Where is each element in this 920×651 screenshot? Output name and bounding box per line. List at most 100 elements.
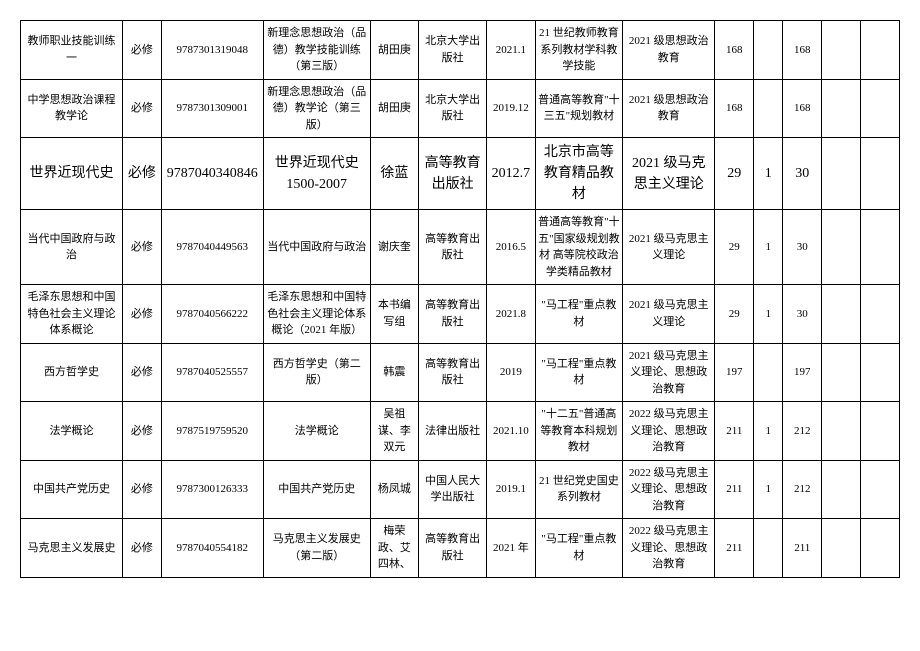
date-cell: 2021.10 bbox=[487, 402, 536, 461]
isbn-cell: 9787300126333 bbox=[161, 460, 263, 519]
num2-cell: 1 bbox=[754, 138, 783, 210]
course-cell: 西方哲学史 bbox=[21, 343, 123, 402]
table-row: 马克思主义发展史必修9787040554182马克思主义发展史（第二版）梅荣政、… bbox=[21, 519, 900, 578]
date-cell: 2019 bbox=[487, 343, 536, 402]
course-cell: 当代中国政府与政治 bbox=[21, 210, 123, 285]
class-cell: 2021 级思想政治教育 bbox=[623, 79, 715, 138]
note-cell: 北京市高等教育精品教材 bbox=[535, 138, 622, 210]
num2-cell bbox=[754, 79, 783, 138]
date-cell: 2021.1 bbox=[487, 21, 536, 80]
class-cell: 2022 级马克思主义理论、思想政治教育 bbox=[623, 519, 715, 578]
blank-cell bbox=[822, 79, 861, 138]
type-cell: 必修 bbox=[122, 460, 161, 519]
class-cell: 2021 级马克思主义理论 bbox=[623, 138, 715, 210]
book-cell: 当代中国政府与政治 bbox=[263, 210, 370, 285]
author-cell: 吴祖谋、李双元 bbox=[370, 402, 419, 461]
num3-cell: 168 bbox=[783, 79, 822, 138]
blank-cell bbox=[822, 285, 861, 344]
num1-cell: 211 bbox=[715, 402, 754, 461]
author-cell: 徐蓝 bbox=[370, 138, 419, 210]
blank-cell bbox=[861, 460, 900, 519]
note-cell: 21 世纪党史国史系列教材 bbox=[535, 460, 622, 519]
num1-cell: 211 bbox=[715, 519, 754, 578]
num1-cell: 168 bbox=[715, 21, 754, 80]
blank-cell bbox=[861, 285, 900, 344]
note-cell: "十二五"普通高等教育本科规划教材 bbox=[535, 402, 622, 461]
date-cell: 2019.12 bbox=[487, 79, 536, 138]
press-cell: 高等教育出版社 bbox=[419, 210, 487, 285]
blank-cell bbox=[822, 210, 861, 285]
isbn-cell: 9787040340846 bbox=[161, 138, 263, 210]
num1-cell: 168 bbox=[715, 79, 754, 138]
book-cell: 世界近现代史 1500-2007 bbox=[263, 138, 370, 210]
num3-cell: 197 bbox=[783, 343, 822, 402]
num3-cell: 30 bbox=[783, 138, 822, 210]
blank-cell bbox=[861, 79, 900, 138]
num3-cell: 212 bbox=[783, 402, 822, 461]
num2-cell: 1 bbox=[754, 460, 783, 519]
author-cell: 谢庆奎 bbox=[370, 210, 419, 285]
table-row: 教师职业技能训练一必修9787301319048新理念思想政治（品德）教学技能训… bbox=[21, 21, 900, 80]
table-row: 世界近现代史必修9787040340846世界近现代史 1500-2007徐蓝高… bbox=[21, 138, 900, 210]
type-cell: 必修 bbox=[122, 519, 161, 578]
press-cell: 高等教育出版社 bbox=[419, 285, 487, 344]
blank-cell bbox=[861, 138, 900, 210]
type-cell: 必修 bbox=[122, 343, 161, 402]
blank-cell bbox=[822, 402, 861, 461]
num2-cell: 1 bbox=[754, 285, 783, 344]
book-cell: 马克思主义发展史（第二版） bbox=[263, 519, 370, 578]
isbn-cell: 9787040525557 bbox=[161, 343, 263, 402]
table-row: 当代中国政府与政治必修9787040449563当代中国政府与政治谢庆奎高等教育… bbox=[21, 210, 900, 285]
blank-cell bbox=[822, 138, 861, 210]
author-cell: 胡田庚 bbox=[370, 79, 419, 138]
num1-cell: 197 bbox=[715, 343, 754, 402]
table-row: 中学思想政治课程教学论必修9787301309001新理念思想政治（品德）教学论… bbox=[21, 79, 900, 138]
type-cell: 必修 bbox=[122, 138, 161, 210]
num2-cell bbox=[754, 343, 783, 402]
press-cell: 高等教育出版社 bbox=[419, 343, 487, 402]
num1-cell: 211 bbox=[715, 460, 754, 519]
press-cell: 中国人民大学出版社 bbox=[419, 460, 487, 519]
isbn-cell: 9787519759520 bbox=[161, 402, 263, 461]
book-cell: 法学概论 bbox=[263, 402, 370, 461]
press-cell: 高等教育出版社 bbox=[419, 519, 487, 578]
class-cell: 2021 级马克思主义理论、思想政治教育 bbox=[623, 343, 715, 402]
isbn-cell: 9787301309001 bbox=[161, 79, 263, 138]
class-cell: 2021 级马克思主义理论 bbox=[623, 285, 715, 344]
type-cell: 必修 bbox=[122, 79, 161, 138]
note-cell: "马工程"重点教材 bbox=[535, 285, 622, 344]
isbn-cell: 9787040554182 bbox=[161, 519, 263, 578]
course-cell: 马克思主义发展史 bbox=[21, 519, 123, 578]
type-cell: 必修 bbox=[122, 402, 161, 461]
author-cell: 梅荣政、艾四林、 bbox=[370, 519, 419, 578]
note-cell: "马工程"重点教材 bbox=[535, 343, 622, 402]
table-row: 西方哲学史必修9787040525557西方哲学史（第二版）韩震高等教育出版社2… bbox=[21, 343, 900, 402]
isbn-cell: 9787040449563 bbox=[161, 210, 263, 285]
course-cell: 中学思想政治课程教学论 bbox=[21, 79, 123, 138]
course-cell: 中国共产党历史 bbox=[21, 460, 123, 519]
num1-cell: 29 bbox=[715, 210, 754, 285]
blank-cell bbox=[861, 21, 900, 80]
book-cell: 新理念思想政治（品德）教学技能训练（第三版） bbox=[263, 21, 370, 80]
course-cell: 世界近现代史 bbox=[21, 138, 123, 210]
date-cell: 2021.8 bbox=[487, 285, 536, 344]
num2-cell bbox=[754, 21, 783, 80]
note-cell: 21 世纪教师教育系列教材学科教学技能 bbox=[535, 21, 622, 80]
num1-cell: 29 bbox=[715, 285, 754, 344]
date-cell: 2012.7 bbox=[487, 138, 536, 210]
table-row: 法学概论必修9787519759520法学概论吴祖谋、李双元法律出版社2021.… bbox=[21, 402, 900, 461]
num1-cell: 29 bbox=[715, 138, 754, 210]
type-cell: 必修 bbox=[122, 210, 161, 285]
press-cell: 法律出版社 bbox=[419, 402, 487, 461]
press-cell: 北京大学出版社 bbox=[419, 79, 487, 138]
blank-cell bbox=[822, 21, 861, 80]
note-cell: 普通高等教育"十五"国家级规划教材 高等院校政治学类精品教材 bbox=[535, 210, 622, 285]
isbn-cell: 9787040566222 bbox=[161, 285, 263, 344]
date-cell: 2016.5 bbox=[487, 210, 536, 285]
book-cell: 西方哲学史（第二版） bbox=[263, 343, 370, 402]
book-cell: 新理念思想政治（品德）教学论（第三版） bbox=[263, 79, 370, 138]
textbook-table: 教师职业技能训练一必修9787301319048新理念思想政治（品德）教学技能训… bbox=[20, 20, 900, 578]
blank-cell bbox=[861, 343, 900, 402]
author-cell: 本书编写组 bbox=[370, 285, 419, 344]
course-cell: 法学概论 bbox=[21, 402, 123, 461]
